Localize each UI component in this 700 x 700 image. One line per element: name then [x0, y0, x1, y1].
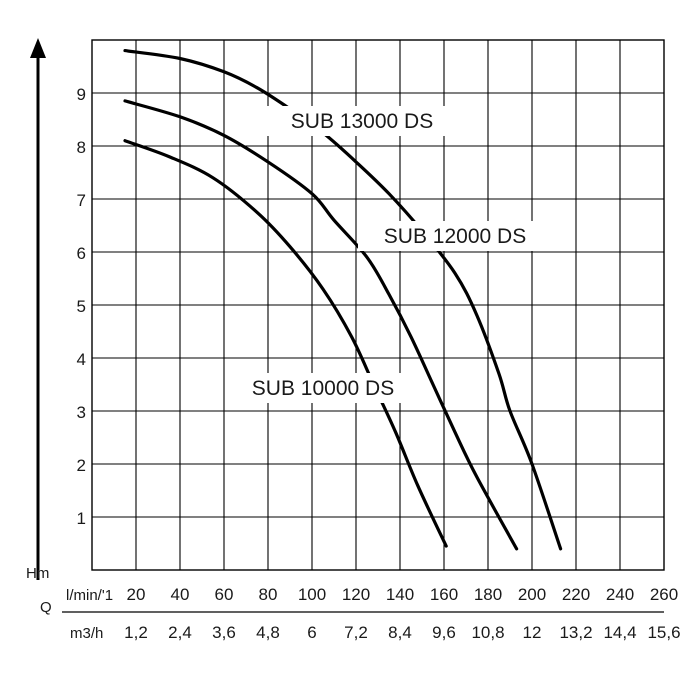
series-label-bg [226, 373, 420, 403]
x-tick-label-lmin: 200 [518, 585, 546, 604]
y-tick-label: 7 [77, 191, 86, 210]
series-label-bg [358, 221, 552, 251]
x-axis-label: Q [40, 599, 52, 616]
x-tick-label-m3h: 12 [523, 623, 542, 642]
y-tick-label: 6 [77, 244, 86, 263]
x-tick-label-lmin: 160 [430, 585, 458, 604]
x-tick-label-m3h: 15,6 [647, 623, 680, 642]
curve-sub-13000-ds [123, 49, 563, 551]
x-tick-label-lmin: 140 [386, 585, 414, 604]
x-tick-label-m3h: 9,6 [432, 623, 456, 642]
x-tick-label-lmin: 80 [259, 585, 278, 604]
x-tick-label-lmin: 260 [650, 585, 678, 604]
x-tick-labels-m3h: 1,2 2,4 3,6 4,8 6 7,2 8,4 9,6 10,8 12 13,2 14,4 15,6 [124, 623, 680, 642]
grid [91, 39, 665, 571]
x-tick-label-lmin: 180 [474, 585, 502, 604]
x-tick-label-lmin: 120 [342, 585, 370, 604]
x-tick-label-lmin: 20 [127, 585, 146, 604]
series-label-sub-10000-ds: SUB 10000 DS [252, 377, 394, 400]
x-unit-m3h: m3/h [70, 625, 103, 642]
x-tick-label-m3h: 3,6 [212, 623, 236, 642]
y-tick-label: 9 [77, 85, 86, 104]
y-tick-label: 1 [77, 509, 86, 528]
x-tick-label-m3h: 2,4 [168, 623, 192, 642]
x-tick-label-m3h: 4,8 [256, 623, 280, 642]
y-tick-labels: 1 2 3 4 5 6 7 8 9 [77, 85, 86, 528]
x-tick-label-lmin: 240 [606, 585, 634, 604]
x-tick-label-m3h: 14,4 [603, 623, 636, 642]
series-label-sub-13000-ds: SUB 13000 DS [291, 110, 433, 133]
curve-sub-12000-ds [123, 99, 519, 551]
x-unit-lmin: l/min/'1 [66, 587, 113, 604]
x-tick-label-m3h: 10,8 [471, 623, 504, 642]
x-tick-label-lmin: 40 [171, 585, 190, 604]
x-tick-label-lmin: 220 [562, 585, 590, 604]
series-label-sub-12000-ds: SUB 12000 DS [384, 225, 526, 248]
curves: SUB 13000 DS SUB 12000 DS SUB 10000 DS [123, 49, 563, 551]
y-tick-label: 3 [77, 403, 86, 422]
y-tick-label: 5 [77, 297, 86, 316]
y-axis-label: Hm [26, 565, 49, 582]
x-tick-label-m3h: 7,2 [344, 623, 368, 642]
x-tick-labels-lmin: 20 40 60 80 100 120 140 160 180 200 220 240 260 [127, 585, 679, 604]
series-label-bg [265, 106, 459, 136]
y-tick-label: 8 [77, 138, 86, 157]
y-tick-label: 2 [77, 456, 86, 475]
x-tick-label-m3h: 13,2 [559, 623, 592, 642]
curve-sub-10000-ds [123, 139, 448, 548]
x-tick-label-m3h: 1,2 [124, 623, 148, 642]
x-tick-label-m3h: 6 [307, 623, 316, 642]
x-tick-label-lmin: 100 [298, 585, 326, 604]
y-axis-arrowhead [30, 38, 46, 58]
x-tick-label-m3h: 8,4 [388, 623, 412, 642]
y-tick-label: 4 [77, 350, 86, 369]
x-tick-label-lmin: 60 [215, 585, 234, 604]
